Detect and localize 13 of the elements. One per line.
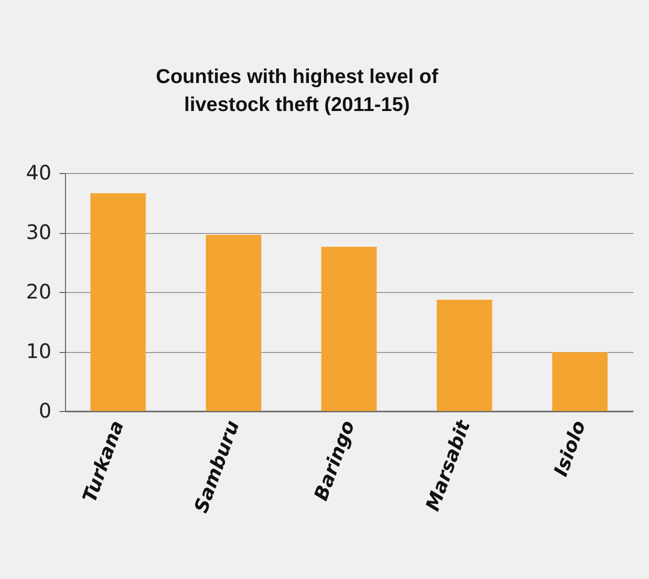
y-tick-label: 30 xyxy=(26,220,52,244)
bar xyxy=(321,246,377,411)
y-tick-label: 40 xyxy=(26,160,52,184)
text: Counties with highest level of xyxy=(156,66,438,88)
x-tick-label: Isiolo xyxy=(550,418,590,480)
bar xyxy=(436,300,492,411)
y-tick-label: 0 xyxy=(38,398,52,422)
bar xyxy=(206,234,262,411)
y-tick-label: 20 xyxy=(26,280,52,304)
bar xyxy=(90,193,146,411)
bar xyxy=(552,352,608,411)
text: livestock theft (2011-15) xyxy=(184,94,410,116)
y-tick-label: 10 xyxy=(26,339,52,363)
